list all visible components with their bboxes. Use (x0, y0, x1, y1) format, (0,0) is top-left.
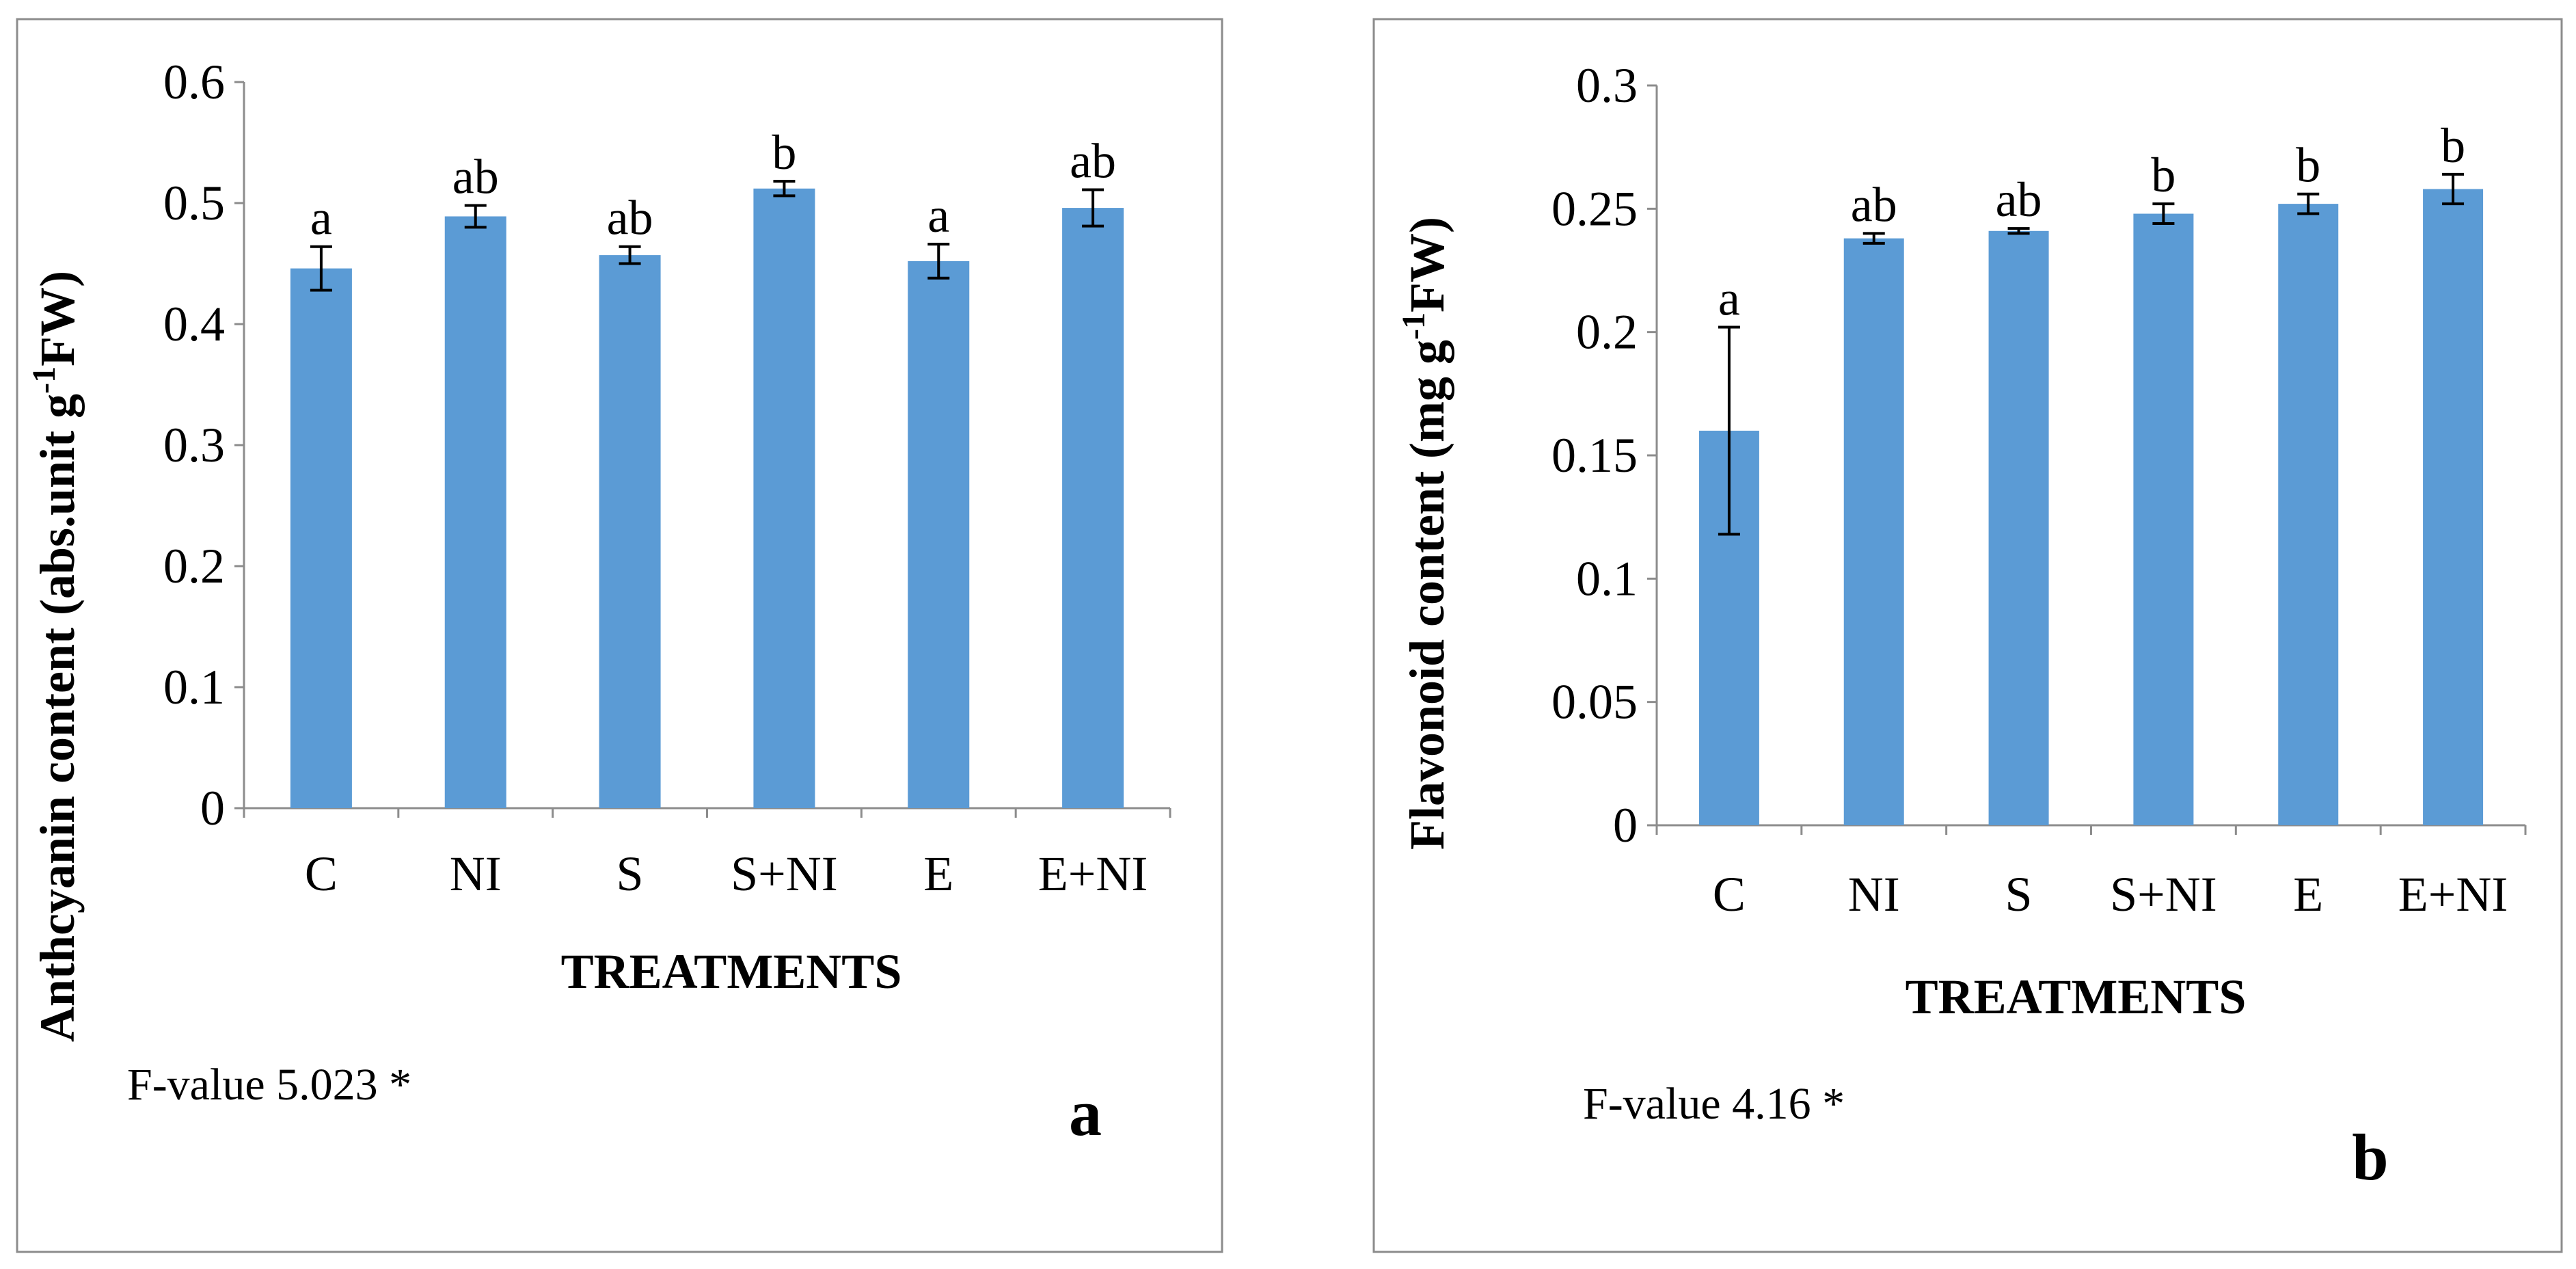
panel-b-category-label-1: NI (1848, 867, 1900, 922)
panel-b-significance-4: b (2296, 138, 2320, 193)
panel-a-bar-4 (908, 261, 970, 809)
panel-a-significance-5: ab (1070, 134, 1116, 189)
panel-a-y-ticks: 0 0.1 0.2 0.3 0.4 0.5 0.6 (163, 55, 244, 836)
panel-a-error-bar-3 (773, 180, 796, 198)
panel-b-y-ticks: 0 0.05 0.1 0.15 0.2 0.25 0.3 (1551, 58, 1657, 853)
panel-b-category-label-5: E+NI (2398, 867, 2508, 922)
panel-a-category-label-5: E+NI (1038, 846, 1148, 901)
panel-b-y-tick-label: 0.3 (1576, 58, 1638, 113)
chart-panel-a: 0 0.1 0.2 0.3 0.4 0.5 0.6 a ab ab b a ab C NI S S+NI E E… (16, 18, 1223, 1253)
panel-b-x-ticks (1655, 825, 2527, 835)
panel-a-category-label-4: E (923, 846, 953, 901)
panel-a-bar-5 (1062, 208, 1124, 809)
panel-a-significance-3: b (772, 125, 796, 180)
panel-a-bar-2 (599, 255, 661, 808)
panel-b-category-label-3: S+NI (2110, 867, 2217, 922)
panel-b-x-axis-title: TREATMENTS (1906, 970, 2247, 1024)
panel-a-category-label-0: C (305, 846, 338, 901)
panel-a-bar-1 (444, 216, 506, 809)
panel-b-category-label-0: C (1713, 867, 1746, 922)
panel-b-y-tick-label: 0.25 (1551, 181, 1638, 236)
panel-a-y-tick-label: 0.1 (163, 660, 225, 714)
panel-a-significance-1: ab (452, 150, 499, 204)
panel-a-category-label-2: S (616, 846, 644, 901)
panel-a-error-bar-5 (1082, 188, 1104, 228)
panel-b-significance-0: a (1718, 271, 1740, 325)
panel-a-significance-0: a (310, 191, 332, 245)
panel-b-category-label-2: S (2005, 867, 2033, 922)
panel-b-error-bar-0 (1718, 325, 1740, 536)
panel-a-y-tick-label: 0.4 (163, 297, 225, 351)
panel-a-error-bar-4 (927, 243, 950, 280)
panel-a-error-bar-2 (619, 245, 641, 265)
panel-b-significance-labels: a ab ab b b b (1718, 118, 2465, 326)
panel-a-x-axis-title: TREATMENTS (561, 944, 902, 999)
panel-b-y-tick-label: 0.2 (1576, 305, 1638, 360)
panel-b-category-labels: C NI S S+NI E E+NI (1713, 867, 2508, 922)
panel-a-f-value: F-value 5.023 * (127, 1060, 411, 1110)
panel-a-y-tick-label: 0.5 (163, 176, 225, 230)
panel-b-error-bars (1718, 172, 2465, 536)
panel-b-error-bar-3 (2152, 202, 2175, 225)
panel-b-y-axis-title: Flavonoid content (mg g-1FW) (1396, 217, 1454, 850)
panel-b-error-bar-4 (2297, 192, 2320, 215)
panel-a-category-labels: C NI S S+NI E E+NI (305, 846, 1148, 901)
panel-a-error-bar-1 (464, 204, 487, 229)
panel-a-x-ticks (243, 808, 1171, 818)
chart-panel-b: 0 0.05 0.1 0.15 0.2 0.25 0.3 a ab ab b b b C NI S S+NI… (1372, 18, 2563, 1253)
panel-b-bar-4 (2278, 204, 2339, 825)
panel-a-error-bar-0 (310, 245, 332, 292)
panel-b-bar-3 (2133, 213, 2194, 826)
panel-b-bar-5 (2423, 189, 2484, 826)
panel-b-bar-1 (1843, 238, 1904, 825)
panel-b-significance-5: b (2441, 118, 2465, 173)
panel-a-y-axis-title: Anthcyanin content (abs.unit g-1FW) (26, 271, 85, 1042)
panel-b-label: b (2352, 1121, 2388, 1194)
panel-b-error-bar-2 (2007, 227, 2030, 235)
panel-a-label: a (1069, 1076, 1102, 1149)
panel-a-error-bars (310, 180, 1104, 292)
panel-b-border (1372, 18, 2563, 1253)
panel-a-y-tick-label: 0 (200, 781, 225, 836)
panel-a-y-tick-label: 0.2 (163, 539, 225, 593)
panel-a-category-label-1: NI (450, 846, 502, 901)
panel-b-category-label-4: E (2293, 867, 2323, 922)
panel-b-y-tick-label: 0 (1613, 798, 1638, 853)
panel-b-bars (1698, 189, 2484, 826)
panel-a-bar-3 (753, 188, 815, 808)
panel-b-f-value: F-value 4.16 * (1583, 1079, 1845, 1129)
panel-b-significance-2: ab (1996, 172, 2042, 227)
panel-b-error-bar-1 (1862, 232, 1885, 245)
panel-a-y-tick-label: 0.6 (163, 55, 225, 109)
panel-a-category-label-3: S+NI (731, 846, 838, 901)
panel-a-bars (290, 188, 1124, 809)
panel-a-y-tick-label: 0.3 (163, 418, 225, 472)
panel-a-significance-2: ab (607, 191, 653, 245)
panel-a-bar-0 (290, 268, 352, 809)
panel-b-significance-1: ab (1851, 177, 1897, 232)
panel-a-significance-4: a (927, 188, 949, 243)
panel-b-y-tick-label: 0.1 (1576, 551, 1638, 606)
panel-b-significance-3: b (2151, 148, 2175, 202)
panel-a-significance-labels: a ab ab b a ab (310, 125, 1116, 245)
panel-b-error-bar-5 (2442, 172, 2465, 206)
panel-b-bar-2 (1988, 230, 2049, 825)
panel-b-y-tick-label: 0.05 (1551, 675, 1638, 730)
panel-b-y-tick-label: 0.15 (1551, 428, 1638, 483)
